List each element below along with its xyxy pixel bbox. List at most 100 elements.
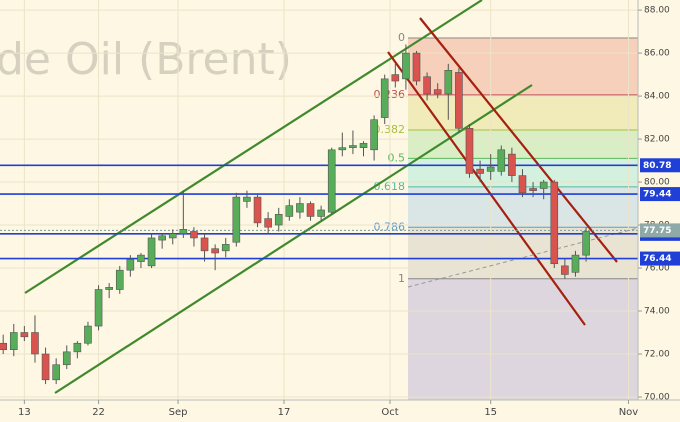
y-tick-label: 72.00: [644, 350, 670, 360]
candle-body: [518, 175, 527, 194]
candle-body: [380, 78, 389, 118]
candle-body: [486, 166, 495, 172]
candle-body: [497, 149, 506, 172]
candle-body: [147, 237, 156, 267]
candles: [0, 44, 590, 385]
price-tag: [640, 223, 680, 238]
y-tick-label: 74.00: [644, 307, 670, 317]
candle-body: [444, 69, 453, 95]
trend-line: [387, 51, 586, 326]
candle-body: [73, 342, 82, 353]
candle-body: [253, 196, 262, 224]
fib-level-label: 1: [398, 272, 405, 285]
fib-band: [408, 227, 638, 279]
candle-body: [62, 351, 71, 366]
candle-body: [582, 231, 590, 256]
candle-body: [402, 52, 410, 80]
candle-body: [211, 248, 219, 254]
candle-body: [41, 353, 50, 381]
candle-body: [31, 332, 39, 355]
candle-body: [84, 325, 92, 344]
candle-body: [529, 188, 537, 191]
price-tag-label: 79.44: [643, 190, 671, 200]
candle-body: [455, 72, 463, 129]
x-tick-label: 17: [278, 407, 291, 418]
y-tick-label: 80.00: [644, 178, 670, 188]
candle-body: [20, 332, 29, 338]
candle-body: [179, 229, 188, 234]
candle-body: [465, 128, 474, 174]
candle-body: [126, 259, 135, 271]
x-tick-label: 13: [18, 407, 31, 418]
candle-body: [168, 233, 177, 239]
fib-level-label: 0.236: [374, 88, 406, 101]
horizontal-lines: [0, 164, 638, 260]
candle-body: [539, 181, 548, 189]
candle-body: [296, 203, 304, 213]
x-tick-label: Nov: [619, 407, 639, 418]
candle-body: [338, 147, 347, 151]
fib-level-label: 0.5: [388, 151, 406, 164]
candle-body: [476, 168, 484, 174]
candle-body: [52, 364, 60, 381]
candle-body: [0, 342, 7, 351]
candle-body: [9, 332, 18, 351]
x-tick-label: Sep: [169, 407, 188, 418]
candle-body: [105, 287, 113, 290]
candle-body: [317, 209, 325, 217]
candle-body: [285, 205, 294, 217]
candle-body: [137, 254, 145, 262]
price-tag-label: 80.78: [643, 161, 671, 171]
candle-body: [550, 181, 559, 265]
y-tick-label: 84.00: [644, 92, 670, 102]
price-tag: [640, 158, 680, 173]
y-tick-label: 82.00: [644, 135, 670, 145]
candle-body: [391, 74, 400, 82]
fib-level-label: 0.382: [374, 123, 406, 136]
candle-body: [327, 149, 336, 213]
price-tag: [640, 187, 680, 202]
price-tag-label: 77.75: [643, 226, 671, 236]
grid: [0, 0, 638, 400]
price-axis-bg: [638, 0, 680, 422]
candle-body: [359, 143, 368, 148]
watermark: de Oil (Brent): [0, 34, 292, 85]
price-tag: [640, 251, 680, 266]
candle-body: [158, 235, 166, 241]
trend-line: [419, 17, 618, 263]
x-tick-label: 22: [92, 407, 105, 418]
candle-body: [243, 196, 251, 202]
price-tag-label: 76.44: [643, 254, 671, 264]
axes: 70.0072.0074.0076.0078.0080.0082.0084.00…: [18, 6, 680, 418]
x-tick-label: 15: [484, 407, 497, 418]
fib-level-label: 0: [398, 31, 405, 44]
fib-level-label: 0.786: [374, 220, 406, 233]
candle-body: [349, 145, 357, 148]
fib-band: [408, 94, 638, 131]
y-tick-label: 76.00: [644, 264, 670, 274]
x-tick-label: Oct: [381, 407, 398, 418]
candle-body: [274, 213, 283, 226]
candle-body: [412, 52, 421, 82]
candle-body: [115, 269, 124, 290]
candle-body: [190, 231, 198, 239]
candle-body: [370, 119, 378, 151]
y-tick-label: 86.00: [644, 49, 670, 59]
candle-body: [508, 153, 516, 176]
candle-body: [423, 76, 431, 95]
candle-body: [264, 218, 272, 228]
candle-body: [571, 254, 580, 273]
dashed-line: [407, 227, 639, 288]
candle-body: [221, 244, 230, 252]
y-tick-label: 88.00: [644, 6, 670, 16]
y-tick-label: 70.00: [644, 392, 670, 402]
candle-body: [433, 89, 442, 95]
trend-line: [54, 84, 533, 394]
fib-band: [408, 278, 638, 400]
candle-body: [561, 265, 569, 275]
candle-body: [94, 289, 103, 327]
candle-body: [232, 196, 241, 243]
